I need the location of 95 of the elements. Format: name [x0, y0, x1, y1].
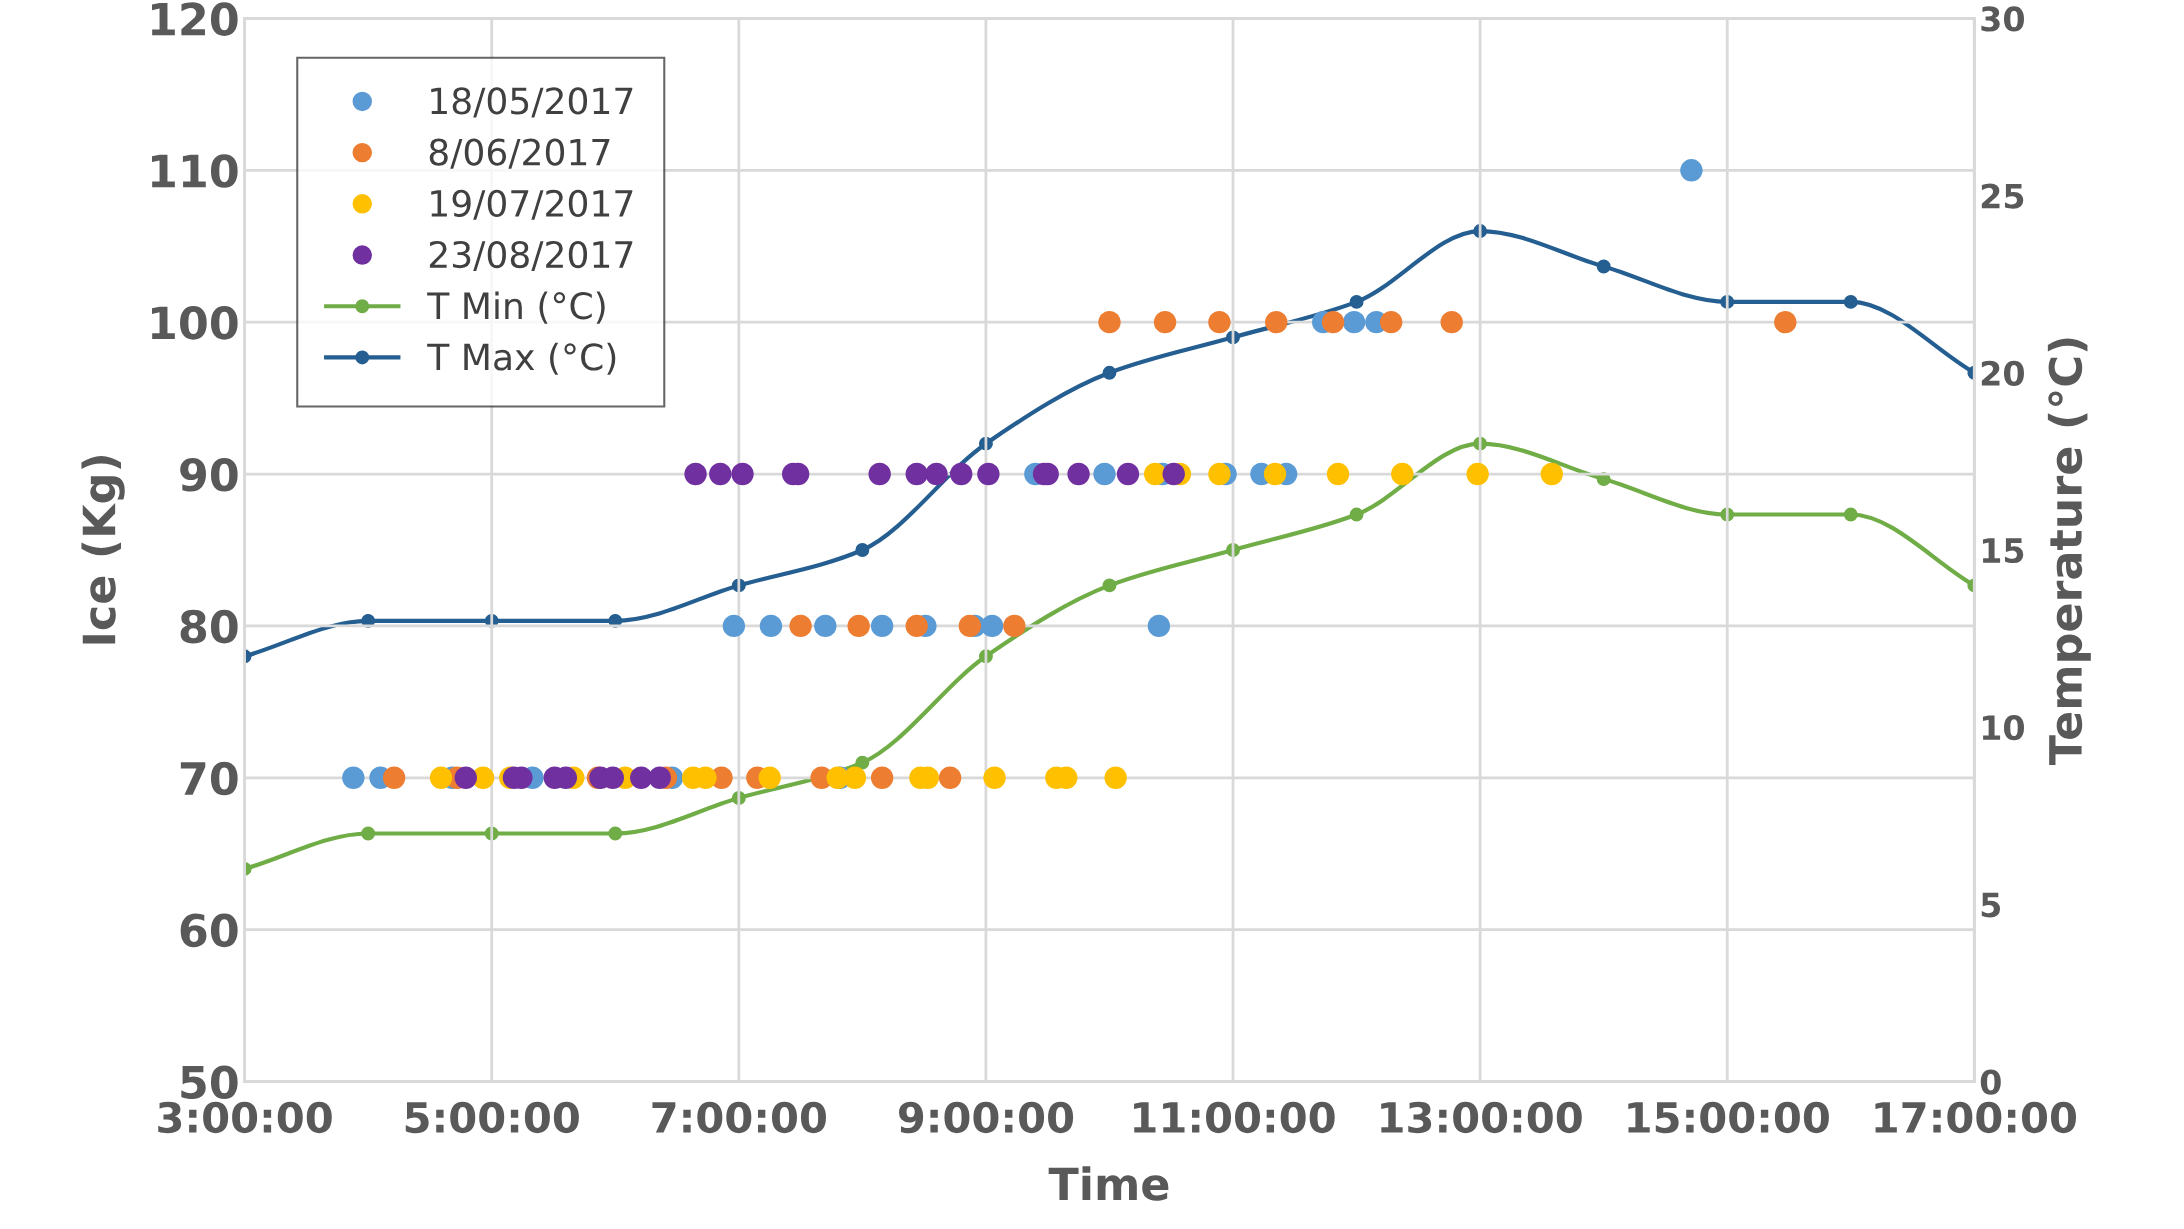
point	[855, 543, 870, 557]
legend-label: 18/05/2017	[431, 87, 633, 118]
point	[429, 766, 453, 789]
point	[1153, 310, 1177, 334]
point	[342, 766, 365, 789]
y2-tick-label: 15	[1982, 538, 2024, 564]
y-tick-label: 120	[151, 2, 238, 36]
legend-label: 23/08/2017	[429, 240, 633, 272]
point	[1265, 310, 1288, 334]
x-tick-label: 17:00:00	[1875, 1101, 2076, 1134]
point	[1263, 462, 1287, 486]
legend-label: 19/07/2017	[431, 189, 633, 220]
point	[1540, 462, 1563, 486]
point	[1349, 294, 1364, 309]
y-tick-label: 110	[151, 154, 238, 188]
point	[1147, 614, 1171, 638]
point	[950, 462, 973, 486]
point	[868, 462, 891, 486]
point	[1440, 310, 1463, 334]
y-tick-label: 100	[151, 306, 238, 340]
point	[722, 614, 746, 638]
point	[1003, 614, 1026, 638]
point	[1098, 310, 1121, 334]
y2-tick-label: 20	[1981, 360, 2024, 386]
y-tick-label: 50	[181, 1065, 238, 1100]
point	[905, 462, 928, 486]
point	[630, 766, 653, 789]
y-tick-label: 60	[180, 913, 238, 948]
point	[1843, 507, 1858, 522]
point	[814, 614, 837, 638]
point	[1102, 365, 1117, 380]
point	[958, 614, 982, 638]
point	[1391, 462, 1414, 486]
point	[758, 766, 781, 789]
point	[938, 766, 962, 789]
point	[759, 614, 783, 638]
point	[361, 826, 376, 841]
point	[382, 766, 406, 789]
point	[1843, 294, 1858, 309]
x-tick-label: 3:00:00	[158, 1101, 332, 1134]
point	[1321, 310, 1345, 334]
point	[608, 826, 623, 841]
point	[1143, 462, 1167, 486]
point	[684, 462, 707, 486]
x-tick-label: 13:00:00	[1381, 1101, 1582, 1134]
point	[1379, 310, 1403, 334]
point	[1208, 310, 1231, 334]
point	[855, 755, 870, 770]
y2-tick-label: 25	[1981, 183, 2024, 209]
point	[1466, 462, 1489, 486]
point	[1067, 462, 1090, 486]
point	[870, 614, 894, 638]
point	[847, 614, 870, 638]
point	[1349, 507, 1364, 522]
point	[1093, 462, 1116, 486]
x-axis-title: Time	[1048, 1166, 1169, 1201]
point	[709, 462, 732, 486]
y2-tick-label: 30	[1981, 6, 2024, 32]
point	[1342, 310, 1366, 334]
y2-axis-title: Temperature (°C)	[2047, 338, 2091, 766]
y-tick-label: 70	[180, 761, 238, 796]
point	[983, 766, 1006, 789]
point	[1208, 462, 1231, 486]
legend-label: 8/06/2017	[429, 138, 610, 169]
x-tick-label: 5:00:00	[405, 1101, 579, 1134]
point	[1104, 766, 1127, 789]
point	[731, 462, 754, 486]
x-tick-label: 15:00:00	[1628, 1101, 1829, 1134]
y2-tick-label: 10	[1982, 715, 2024, 741]
legend-label: T Max (°C)	[427, 342, 616, 375]
y2-tick-label: 5	[1981, 892, 2001, 918]
point	[980, 614, 1004, 638]
point	[977, 462, 1000, 486]
point	[870, 766, 894, 789]
point	[1102, 578, 1117, 593]
y-axis-title: Ice (Kg)	[81, 456, 125, 644]
point	[648, 766, 671, 789]
x-tick-label: 7:00:00	[652, 1101, 826, 1134]
point	[789, 614, 812, 638]
point	[454, 766, 477, 789]
legend-label: T Min (°C)	[427, 291, 605, 324]
point	[1116, 462, 1140, 486]
y-tick-label: 90	[180, 457, 238, 492]
point	[843, 766, 867, 789]
point	[1774, 310, 1797, 334]
point	[1680, 159, 1703, 182]
point	[1162, 462, 1185, 486]
point	[905, 614, 928, 638]
y-tick-label: 80	[180, 609, 238, 644]
point	[1326, 462, 1350, 486]
x-tick-label: 11:00:00	[1134, 1101, 1335, 1134]
x-tick-label: 9:00:00	[898, 1101, 1074, 1134]
point	[1596, 259, 1611, 274]
y2-tick-label: 0	[1980, 1069, 2001, 1095]
point	[925, 462, 948, 486]
